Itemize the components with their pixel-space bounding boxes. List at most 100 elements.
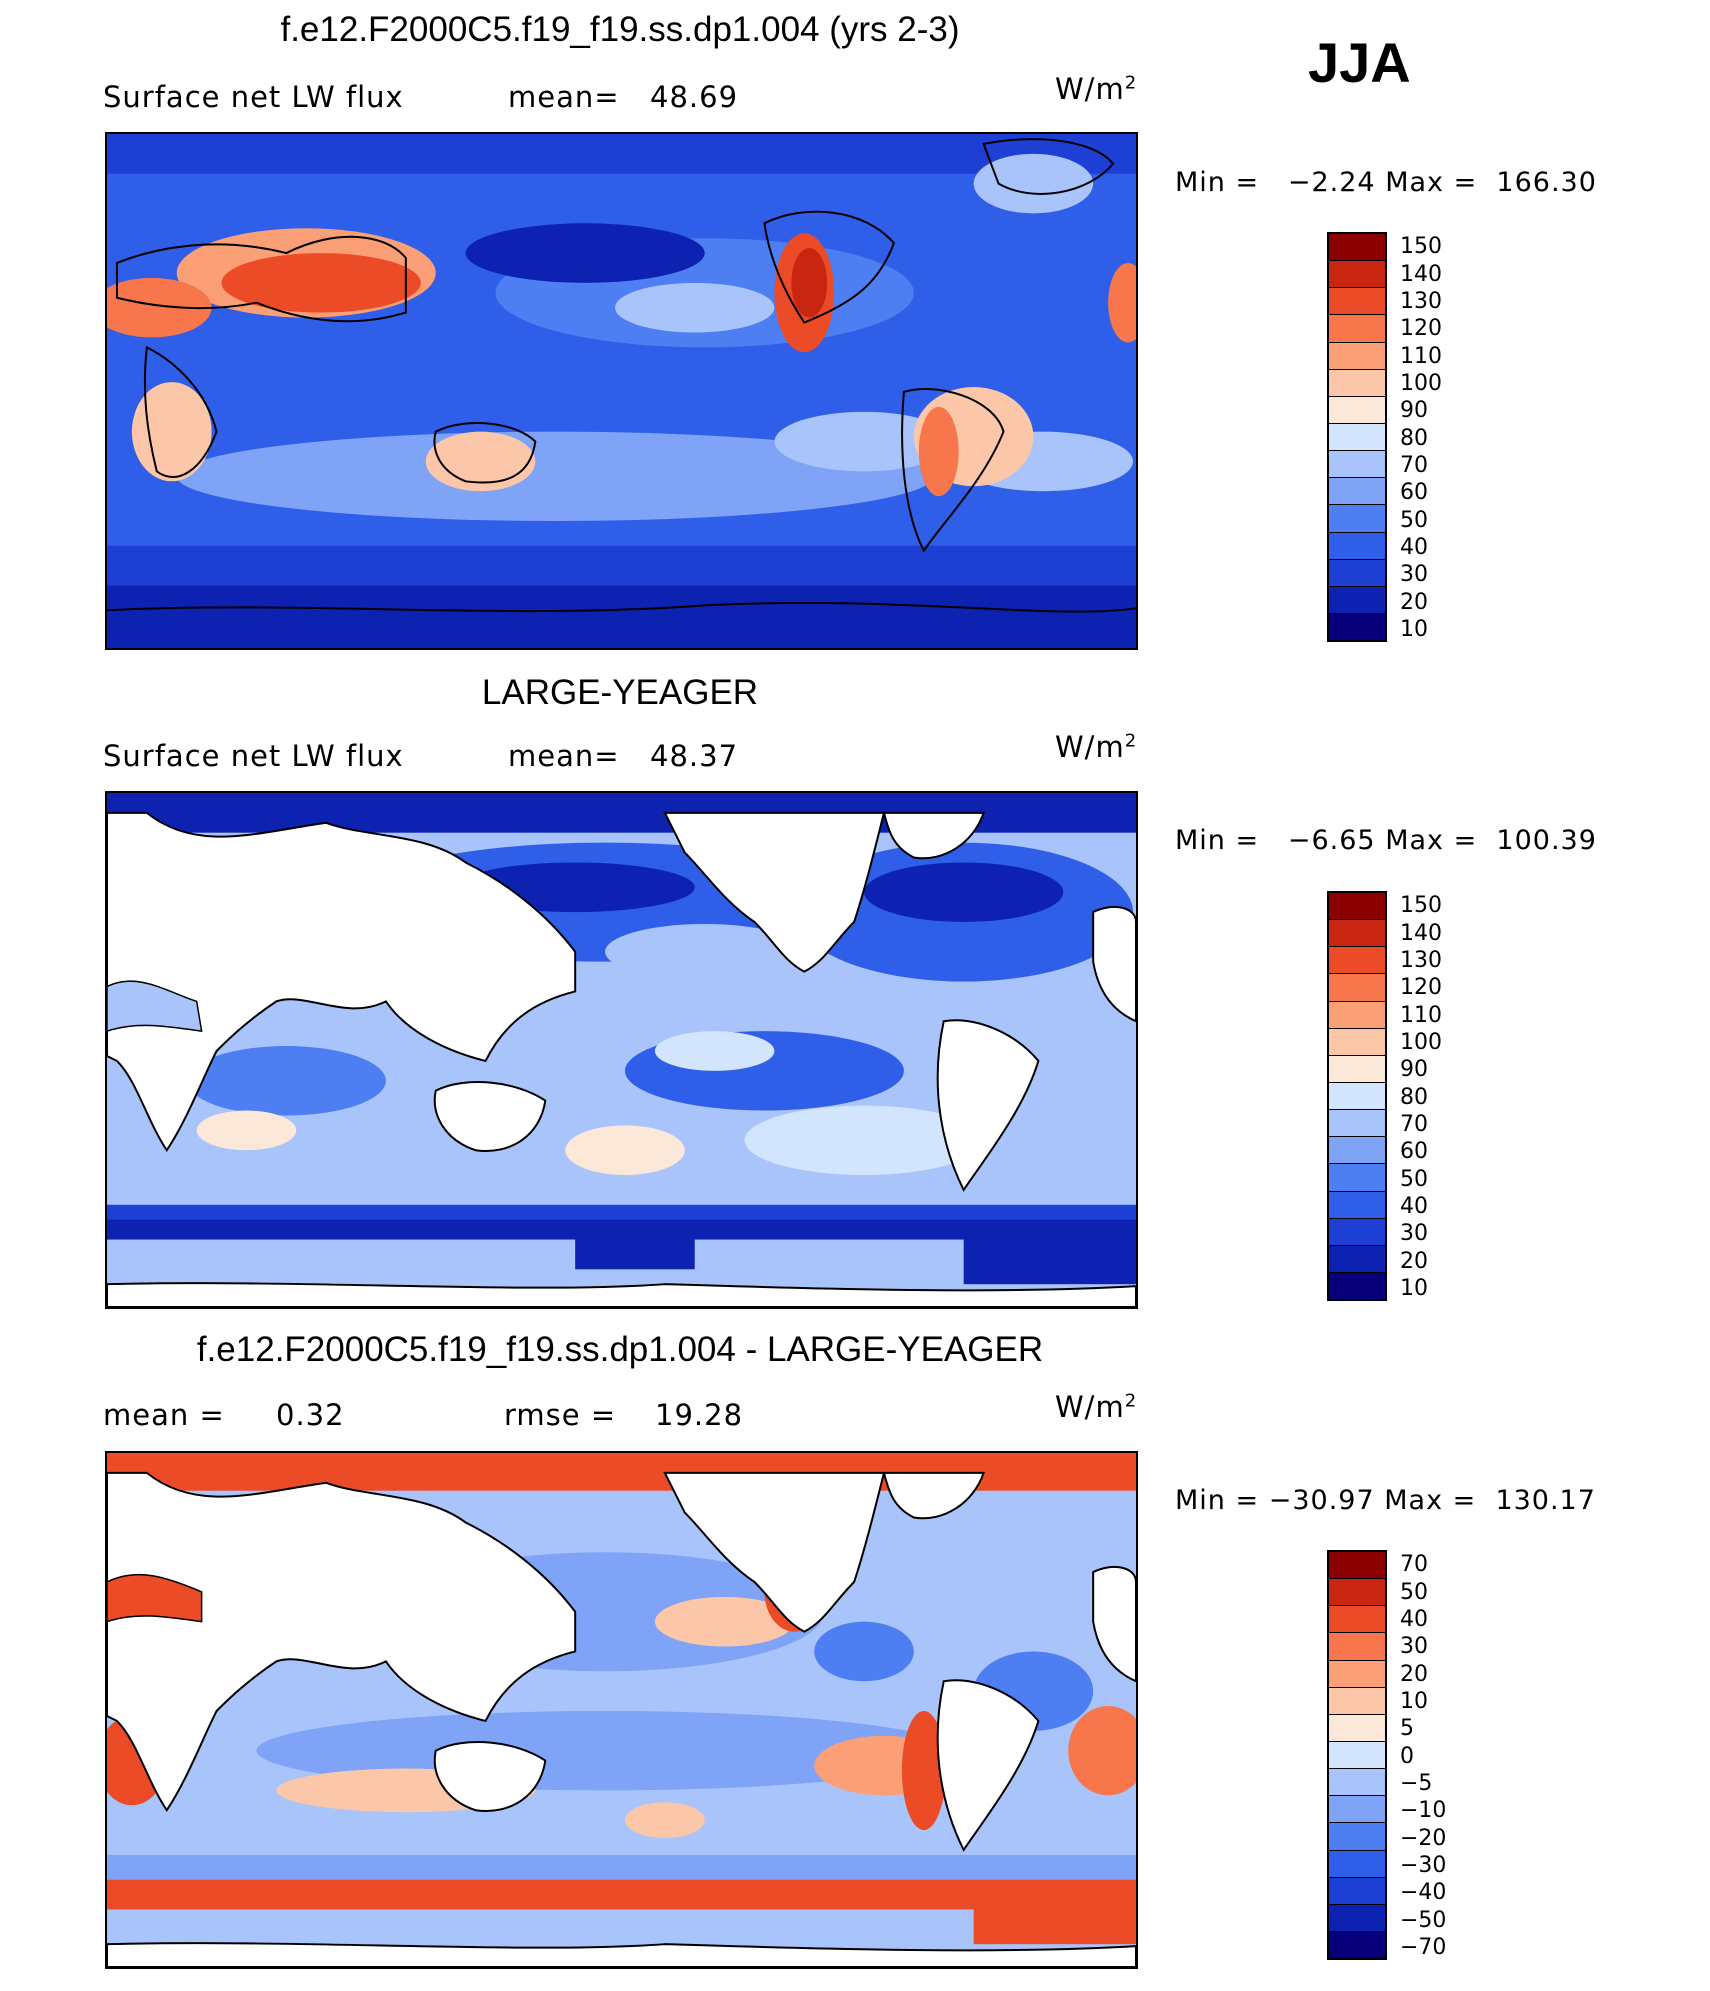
colorbar-tick-label: 70 (1400, 1112, 1428, 1137)
colorbar-segment (1329, 450, 1385, 478)
panel3-title: f.e12.F2000C5.f19_f19.ss.dp1.004 - LARGE… (196, 1330, 1044, 1369)
colorbar-segment (1329, 1822, 1385, 1850)
colorbar-tick-label: 150 (1400, 893, 1442, 919)
panel1-map (105, 132, 1138, 650)
colorbar-tick-label: 110 (1400, 343, 1442, 369)
colorbar-tick-label: 120 (1400, 316, 1442, 342)
panel1-minmax: Min = −2.24 Max = 166.30 (1175, 167, 1597, 198)
colorbar-tick-label: 80 (1400, 425, 1428, 451)
colorbar-segment (1329, 1876, 1385, 1904)
colorbar-tick-label: 130 (1400, 289, 1442, 314)
colorbar-segment (1329, 1768, 1385, 1796)
colorbar-segment (1329, 1163, 1385, 1191)
colorbar-segment (1329, 1136, 1385, 1164)
colorbar-segment (1329, 585, 1385, 613)
colorbar-segment (1329, 919, 1385, 947)
colorbar-segment (1329, 1930, 1385, 1959)
panel3-mean-value: 0.32 (276, 1398, 345, 1432)
colorbar-tick-label: 10 (1400, 1689, 1428, 1714)
panel3-minmax: Min = −30.97 Max = 130.17 (1175, 1485, 1596, 1516)
colorbar-tick-label: −70 (1400, 1935, 1447, 1960)
colorbar-tick-label: 20 (1400, 589, 1428, 615)
colorbar-tick-label: 110 (1400, 1002, 1442, 1028)
colorbar-tick-label: 140 (1400, 920, 1442, 946)
colorbar-tick-label: 90 (1400, 1057, 1428, 1083)
colorbar-tick-label: 130 (1400, 948, 1442, 973)
colorbar-tick-label: 150 (1400, 234, 1442, 260)
colorbar-tick-label: 50 (1400, 1166, 1428, 1192)
colorbar-segment (1329, 1605, 1385, 1633)
colorbar-tick-label: −10 (1400, 1798, 1447, 1824)
colorbar-segment (1329, 260, 1385, 288)
panel1-units: W/m2 (1055, 72, 1138, 106)
colorbar-segment (1329, 1109, 1385, 1137)
panel3-rmse-value: 19.28 (655, 1398, 744, 1432)
colorbar-tick-label: 20 (1400, 1661, 1428, 1687)
colorbar-segment (1329, 973, 1385, 1001)
panel1-title: f.e12.F2000C5.f19_f19.ss.dp1.004 (yrs 2-… (280, 10, 960, 49)
colorbar-segment (1329, 1713, 1385, 1741)
colorbar-tick-label: 100 (1400, 1030, 1442, 1055)
panel3-difference-plot (107, 1453, 1136, 1967)
colorbar-segment (1329, 1552, 1385, 1579)
panel3-map (105, 1451, 1138, 1969)
colorbar-segment (1329, 1795, 1385, 1823)
colorbar-tick-label: −50 (1400, 1907, 1447, 1933)
season-label: JJA (1308, 31, 1411, 94)
colorbar-segment (1329, 1190, 1385, 1218)
colorbar-segment (1329, 1659, 1385, 1687)
panel2-colorbar (1327, 891, 1387, 1301)
panel1-field-plot (107, 134, 1136, 648)
panel1-field-label: Surface net LW flux (103, 80, 404, 114)
colorbar-tick-label: 40 (1400, 1194, 1428, 1219)
colorbar-tick-label: 140 (1400, 261, 1442, 287)
colorbar-segment (1329, 1578, 1385, 1606)
colorbar-segment (1329, 1632, 1385, 1660)
colorbar-segment (1329, 1244, 1385, 1272)
colorbar-segment (1329, 477, 1385, 505)
panel3-rmse-label: rmse = (504, 1398, 617, 1432)
colorbar-tick-label: 50 (1400, 507, 1428, 533)
panel2-title: LARGE-YEAGER (481, 673, 759, 712)
colorbar-segment (1329, 1740, 1385, 1769)
colorbar-tick-label: 30 (1400, 562, 1428, 588)
colorbar-segment (1329, 504, 1385, 532)
panel3-colorbar (1327, 1550, 1387, 1960)
panel3-units: W/m2 (1055, 1390, 1138, 1424)
colorbar-tick-label: 120 (1400, 975, 1442, 1001)
colorbar-tick-label: 10 (1400, 617, 1428, 642)
panel1-mean-label: mean= (508, 80, 620, 114)
colorbar-tick-label: −5 (1400, 1771, 1433, 1796)
panel2-field-label: Surface net LW flux (103, 739, 404, 773)
colorbar-segment (1329, 558, 1385, 586)
colorbar-tick-label: 60 (1400, 480, 1428, 506)
colorbar-tick-label: −20 (1400, 1825, 1447, 1851)
colorbar-tick-label: 5 (1400, 1716, 1414, 1742)
colorbar-segment (1329, 314, 1385, 342)
colorbar-segment (1329, 1217, 1385, 1245)
colorbar-segment (1329, 395, 1385, 423)
colorbar-segment (1329, 1027, 1385, 1055)
colorbar-tick-label: 100 (1400, 371, 1442, 396)
colorbar-tick-label: 30 (1400, 1221, 1428, 1247)
colorbar-tick-label: −40 (1400, 1880, 1447, 1906)
panel1-mean-value: 48.69 (650, 80, 739, 114)
colorbar-segment (1329, 1686, 1385, 1714)
colorbar-tick-label: 10 (1400, 1276, 1428, 1301)
colorbar-tick-label: 40 (1400, 1607, 1428, 1632)
panel1-colorbar (1327, 232, 1387, 642)
colorbar-segment (1329, 1054, 1385, 1082)
colorbar-segment (1329, 234, 1385, 261)
colorbar-tick-label: 30 (1400, 1634, 1428, 1660)
colorbar-tick-label: 90 (1400, 398, 1428, 424)
colorbar-tick-label: 20 (1400, 1248, 1428, 1274)
panel2-units: W/m2 (1055, 730, 1138, 764)
panel2-field-plot (107, 793, 1136, 1307)
colorbar-segment (1329, 1849, 1385, 1877)
colorbar-segment (1329, 893, 1385, 920)
colorbar-tick-label: 80 (1400, 1084, 1428, 1110)
colorbar-tick-label: 60 (1400, 1139, 1428, 1165)
colorbar-tick-label: 50 (1400, 1579, 1428, 1605)
colorbar-segment (1329, 1081, 1385, 1110)
colorbar-segment (1329, 1000, 1385, 1028)
